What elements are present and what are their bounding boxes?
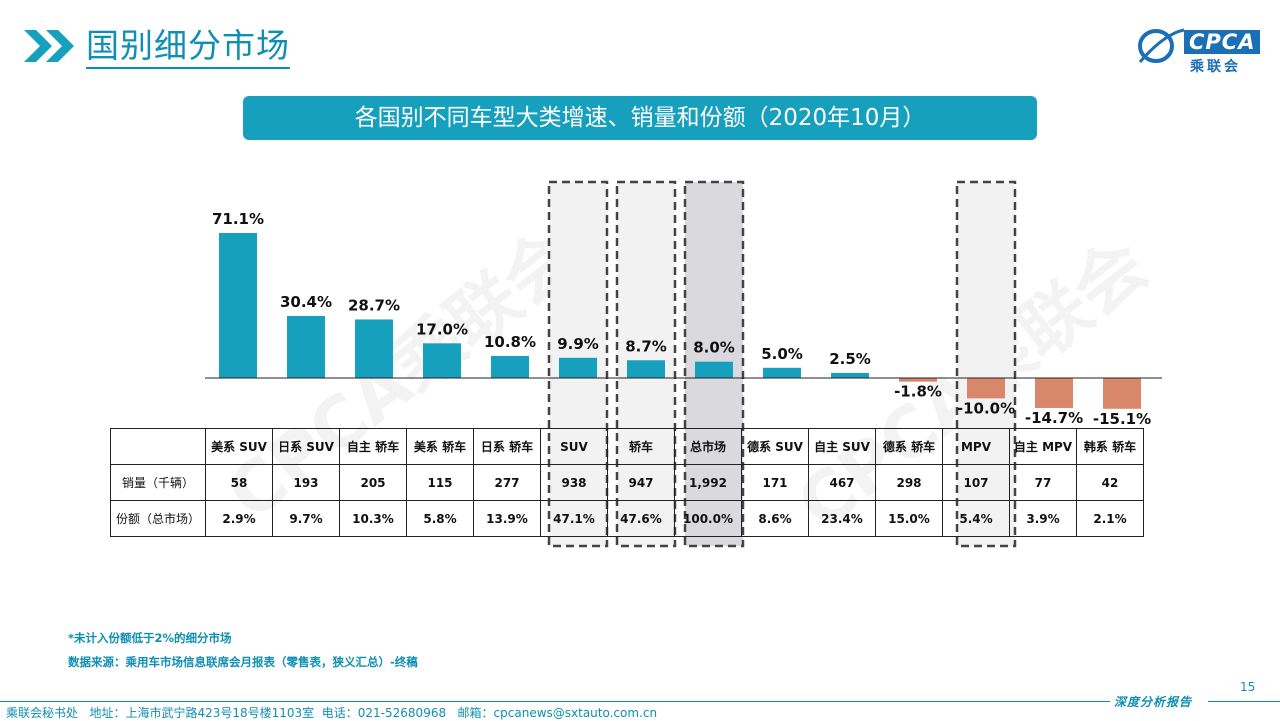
share-cell: 13.9% (473, 500, 541, 537)
column-header: MPV (942, 428, 1010, 465)
sales-cell: 467 (808, 464, 876, 501)
footer-address: 乘联会秘书处 地址：上海市武宁路423号18号楼1103室 电话：021-526… (6, 706, 658, 720)
data-label: 8.7% (625, 337, 667, 355)
share-cell: 100.0% (674, 500, 742, 537)
share-cell: 47.1% (540, 500, 608, 537)
data-label: -15.1% (1093, 410, 1151, 428)
share-cell: 2.1% (1076, 500, 1144, 537)
data-label: -14.7% (1025, 409, 1083, 427)
bar (763, 367, 801, 378)
share-cell: 2.9% (205, 500, 273, 537)
bar (627, 360, 665, 378)
sales-cell: 58 (205, 464, 273, 501)
cpca-logo (1134, 24, 1258, 74)
footer-divider (0, 701, 1110, 702)
column-header: 美系 轿车 (406, 428, 474, 465)
table-row-sales: 销量（千辆） 58 193 205 115 277 938 947 1,992 171 467 298… (110, 464, 1144, 501)
sales-cell: 171 (741, 464, 809, 501)
data-label: 30.4% (280, 293, 332, 311)
bar (1035, 378, 1073, 408)
column-header: 日系 轿车 (473, 428, 541, 465)
logo-cn-text: 乘联会 (1190, 59, 1241, 75)
sales-cell: 115 (406, 464, 474, 501)
bar (831, 372, 869, 378)
sales-cell: 298 (875, 464, 943, 501)
share-cell: 9.7% (272, 500, 340, 537)
bar (967, 378, 1005, 399)
share-cell: 3.9% (1009, 500, 1077, 537)
data-label: -1.8% (894, 383, 942, 401)
bar (491, 355, 529, 378)
sales-cell: 77 (1009, 464, 1077, 501)
table-row-share: 份额（总市场） 2.9% 9.7% 10.3% 5.8% 13.9% 47.1% 47.6% 1… (110, 500, 1144, 537)
chevron-double-icon (24, 30, 74, 62)
chart-title: 各国别不同车型大类增速、销量和份额（2020年10月） (243, 96, 1037, 140)
bar (287, 316, 325, 378)
row-label-sales: 销量（千辆） (110, 464, 206, 501)
column-header: 美系 SUV (205, 428, 273, 465)
logo-text: CPCA (1184, 30, 1261, 54)
column-header: 自主 轿车 (339, 428, 407, 465)
share-cell: 47.6% (607, 500, 675, 537)
column-header: 轿车 (607, 428, 675, 465)
footnote-source: 数据来源：乘用车市场信息联席会月报表（零售表，狭义汇总）-终稿 (68, 655, 418, 669)
data-label: 10.8% (484, 333, 536, 351)
bar (423, 343, 461, 378)
sales-cell: 205 (339, 464, 407, 501)
page-title: 国别细分市场 (86, 26, 290, 69)
bar (355, 319, 393, 378)
row-label-share: 份额（总市场） (110, 500, 206, 537)
data-table: 美系 SUV 日系 SUV 自主 轿车 美系 轿车 日系 轿车 SUV 轿车 总市场 德系 SU… (110, 428, 1144, 537)
share-cell: 23.4% (808, 500, 876, 537)
share-cell: 8.6% (741, 500, 809, 537)
bar (1103, 378, 1141, 409)
column-header: 韩系 轿车 (1076, 428, 1144, 465)
bar (695, 361, 733, 378)
column-header: 日系 SUV (272, 428, 340, 465)
report-label: 深度分析报告 (1114, 695, 1193, 709)
share-cell: 15.0% (875, 500, 943, 537)
bar (559, 357, 597, 378)
sales-cell: 1,992 (674, 464, 742, 501)
column-header: SUV (540, 428, 608, 465)
sales-cell: 107 (942, 464, 1010, 501)
share-cell: 10.3% (339, 500, 407, 537)
logo-swoosh-icon (1138, 28, 1185, 63)
data-label: 17.0% (416, 320, 468, 338)
column-header: 自主 MPV (1009, 428, 1077, 465)
footnote-share: *未计入份额低于2%的细分市场 (68, 631, 232, 645)
share-cell: 5.4% (942, 500, 1010, 537)
data-label: -10.0% (957, 399, 1015, 417)
column-header: 德系 SUV (741, 428, 809, 465)
bar (219, 233, 257, 378)
sales-cell: 947 (607, 464, 675, 501)
column-header: 德系 轿车 (875, 428, 943, 465)
data-label: 8.0% (693, 339, 735, 357)
page-number: 15 (1240, 680, 1256, 694)
data-label: 2.5% (829, 350, 871, 368)
bar (899, 378, 937, 382)
sales-cell: 938 (540, 464, 608, 501)
data-label: 28.7% (348, 296, 400, 314)
data-label: 71.1% (212, 210, 264, 228)
sales-cell: 277 (473, 464, 541, 501)
footer-divider (1208, 701, 1280, 702)
share-cell: 5.8% (406, 500, 474, 537)
sales-cell: 193 (272, 464, 340, 501)
table-header-row: 美系 SUV 日系 SUV 自主 轿车 美系 轿车 日系 轿车 SUV 轿车 总市场 德系 SU… (110, 428, 1144, 465)
sales-cell: 42 (1076, 464, 1144, 501)
column-header: 总市场 (674, 428, 742, 465)
data-label: 5.0% (761, 345, 803, 363)
column-header: 自主 SUV (808, 428, 876, 465)
table-corner-cell (110, 428, 206, 465)
data-label: 9.9% (557, 335, 599, 353)
